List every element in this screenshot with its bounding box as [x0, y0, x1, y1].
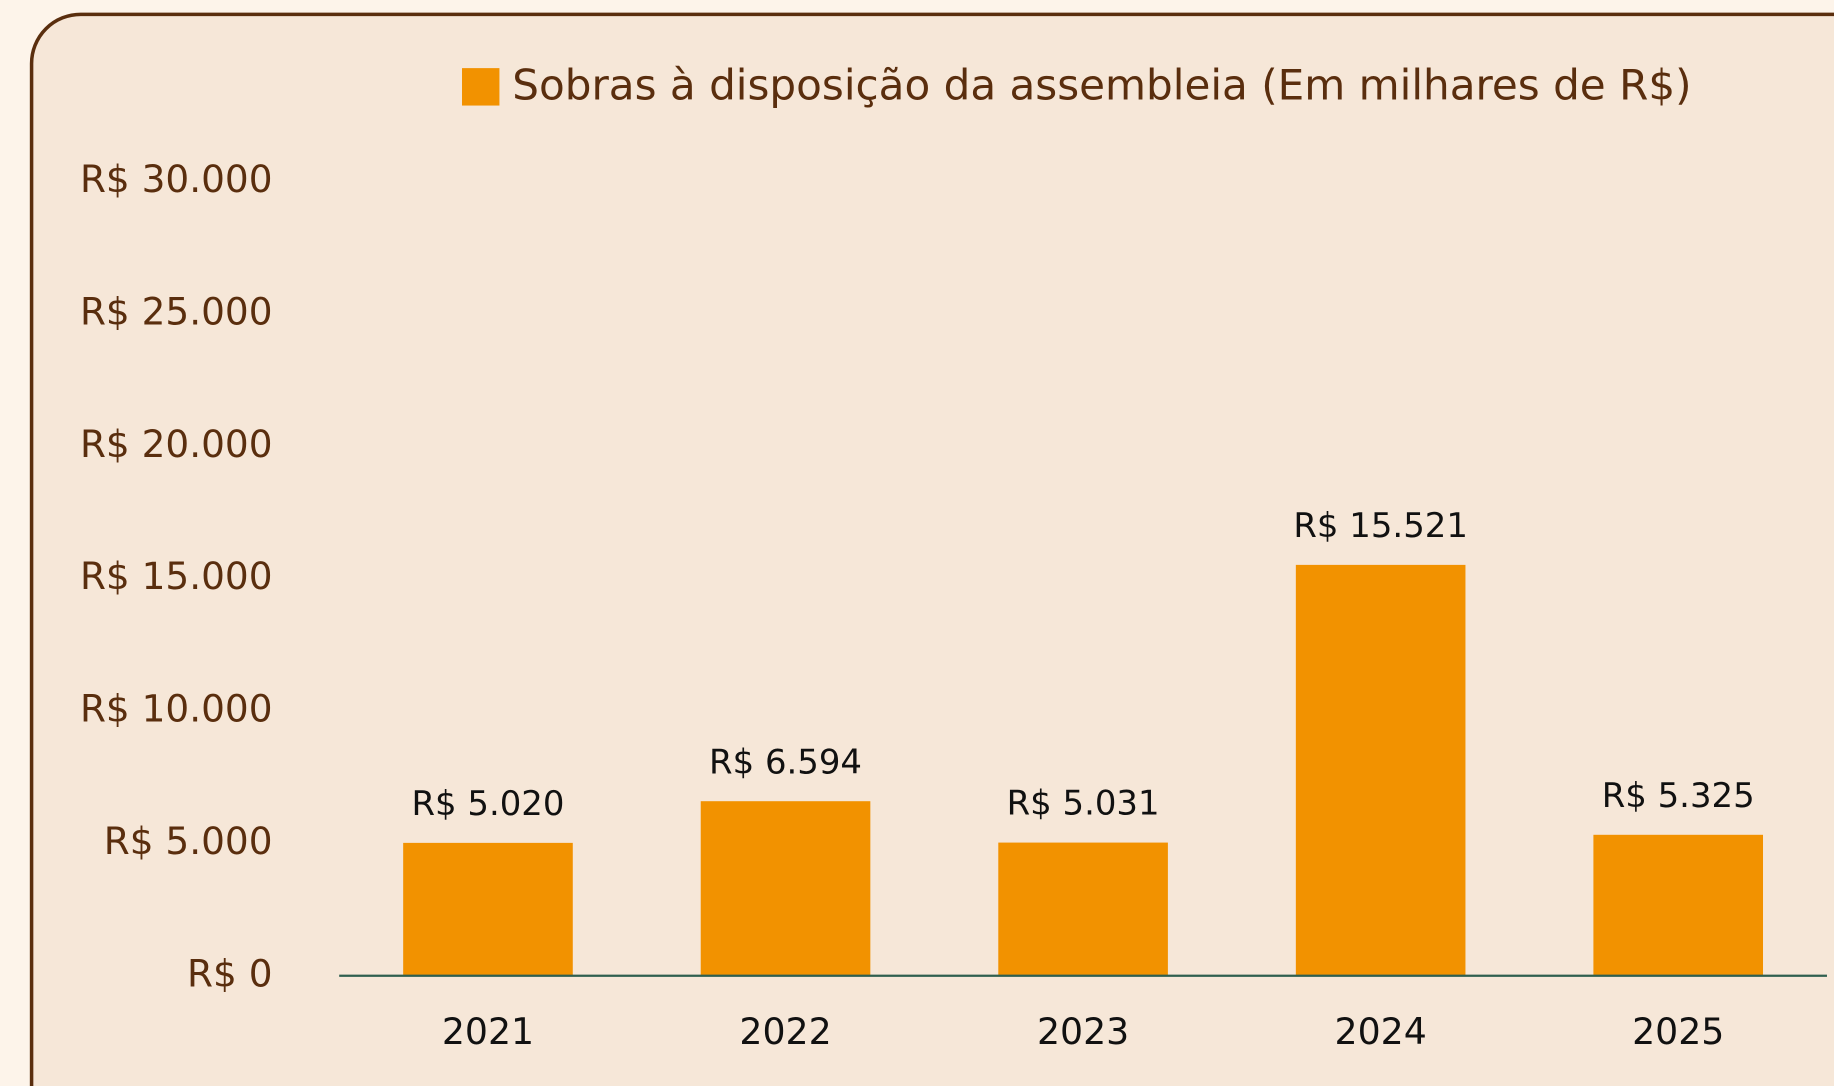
y-tick-label: R$ 30.000 [80, 157, 273, 201]
value-label: R$ 6.594 [709, 742, 862, 781]
y-tick-label: R$ 25.000 [80, 289, 273, 333]
y-tick-label: R$ 0 [187, 951, 272, 995]
value-label: R$ 5.020 [411, 784, 564, 823]
y-tick-label: R$ 5.000 [104, 819, 273, 863]
x-tick-label: 2025 [1632, 1010, 1724, 1053]
bar [998, 842, 1168, 976]
x-tick-label: 2022 [739, 1010, 831, 1053]
value-label: R$ 15.521 [1293, 506, 1468, 545]
y-tick-label: R$ 10.000 [80, 687, 273, 731]
bar [1593, 834, 1764, 976]
legend-label: Sobras à disposição da assembleia (Em mi… [512, 61, 1691, 110]
bar [403, 842, 573, 976]
x-tick-label: 2023 [1037, 1010, 1129, 1053]
panel [29, 12, 1834, 1086]
value-label: R$ 5.031 [1007, 784, 1160, 823]
y-tick-label: R$ 15.000 [80, 554, 273, 598]
bar [700, 801, 871, 976]
x-tick-label: 2024 [1335, 1010, 1427, 1053]
bar [1295, 564, 1466, 976]
y-tick-label: R$ 20.000 [80, 422, 273, 466]
value-label: R$ 5.325 [1602, 776, 1755, 815]
x-tick-label: 2021 [442, 1010, 534, 1053]
legend-swatch [462, 68, 500, 106]
